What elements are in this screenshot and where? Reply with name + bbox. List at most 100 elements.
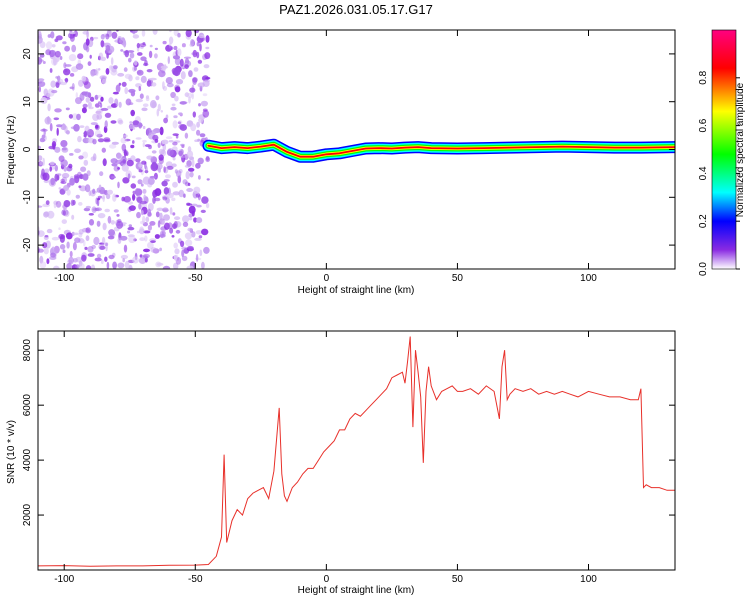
- noise-blob: [56, 124, 63, 128]
- noise-blob: [43, 247, 49, 255]
- noise-blob: [146, 155, 154, 160]
- noise-blob: [139, 237, 146, 242]
- noise-blob: [104, 208, 110, 213]
- noise-blob: [100, 56, 106, 62]
- noise-blob: [159, 212, 163, 221]
- noise-blob: [38, 78, 45, 82]
- noise-blob: [172, 55, 181, 60]
- noise-blob: [130, 144, 135, 149]
- noise-blob: [87, 253, 95, 257]
- noise-blob: [121, 81, 127, 87]
- noise-blob: [197, 138, 201, 142]
- noise-blob: [64, 64, 72, 67]
- noise-blob: [157, 220, 161, 228]
- noise-blob: [50, 177, 55, 186]
- noise-blob: [206, 178, 210, 181]
- noise-blob: [107, 189, 113, 195]
- noise-blob: [101, 196, 105, 200]
- noise-blob: [110, 158, 118, 164]
- noise-blob: [146, 69, 153, 73]
- noise-blob: [129, 124, 134, 130]
- noise-blob: [102, 158, 107, 167]
- noise-blob: [131, 175, 136, 179]
- noise-blob: [108, 97, 114, 104]
- noise-blob: [129, 52, 135, 59]
- noise-blob: [110, 220, 116, 225]
- noise-blob: [53, 117, 60, 121]
- snr-x-tick-label: -50: [188, 574, 203, 585]
- noise-blob: [75, 97, 82, 105]
- noise-blob: [117, 237, 122, 244]
- noise-blob: [38, 248, 44, 253]
- noise-blob: [112, 91, 119, 95]
- snr-x-tick-label: 100: [580, 574, 597, 585]
- noise-blob: [152, 189, 158, 198]
- noise-blob: [198, 235, 203, 239]
- noise-blob: [129, 30, 133, 33]
- noise-blob: [120, 49, 124, 52]
- noise-blob: [184, 164, 191, 168]
- noise-blob: [149, 175, 157, 179]
- noise-blob: [51, 89, 58, 94]
- noise-blob: [165, 174, 171, 179]
- noise-blob: [38, 230, 45, 237]
- noise-blob: [97, 197, 101, 201]
- noise-blob: [123, 67, 128, 72]
- noise-blob: [181, 249, 185, 258]
- spectrogram-x-axis-label: Height of straight line (km): [298, 285, 415, 296]
- noise-blob: [128, 205, 136, 211]
- noise-blob: [122, 177, 130, 184]
- noise-blob: [117, 118, 123, 124]
- spectrogram-y-tick-label: 10: [22, 96, 33, 108]
- noise-blob: [189, 188, 193, 192]
- noise-blob: [96, 253, 102, 259]
- noise-blob: [111, 176, 116, 179]
- noise-blob: [88, 106, 94, 110]
- noise-blob: [129, 121, 133, 124]
- noise-blob: [38, 145, 42, 150]
- noise-blob: [68, 256, 74, 265]
- noise-blob: [85, 265, 92, 269]
- noise-blob: [46, 116, 50, 124]
- noise-blob: [162, 207, 169, 213]
- noise-blob: [192, 111, 196, 118]
- noise-blob: [137, 179, 143, 185]
- noise-blob: [191, 210, 195, 217]
- snr-y-axis-label: SNR (10 * v/v): [6, 420, 17, 484]
- noise-blob: [89, 54, 92, 59]
- noise-blob: [100, 34, 105, 40]
- noise-blob: [45, 240, 51, 249]
- noise-blob: [176, 170, 182, 178]
- noise-blob: [50, 80, 56, 88]
- noise-blob: [113, 65, 118, 70]
- noise-blob: [92, 188, 96, 194]
- noise-blob: [55, 200, 62, 208]
- noise-blob: [75, 194, 81, 199]
- noise-blob: [142, 253, 150, 259]
- snr-y-tick-label: 4000: [22, 449, 33, 472]
- noise-blob: [141, 30, 146, 37]
- noise-blob: [184, 64, 189, 69]
- noise-blob: [69, 86, 75, 90]
- noise-blob: [140, 210, 144, 216]
- noise-blob: [84, 91, 90, 97]
- noise-blob: [166, 192, 174, 199]
- noise-blob: [147, 182, 153, 188]
- noise-blob: [101, 236, 106, 246]
- spectrogram-x-tick-label: -100: [54, 273, 74, 284]
- noise-blob: [155, 95, 160, 101]
- noise-blob: [205, 155, 210, 161]
- noise-blob: [163, 179, 170, 182]
- noise-blob: [111, 141, 119, 145]
- noise-blob: [93, 36, 99, 40]
- spectrogram-x-tick-label: 0: [324, 273, 330, 284]
- noise-blob: [124, 260, 130, 269]
- noise-blob: [71, 231, 75, 236]
- noise-blob: [113, 209, 119, 213]
- noise-blob: [175, 229, 181, 234]
- noise-blob: [90, 264, 96, 269]
- noise-blob: [186, 150, 194, 158]
- noise-blob: [78, 185, 82, 188]
- noise-blob: [127, 50, 135, 53]
- noise-blob: [75, 92, 79, 99]
